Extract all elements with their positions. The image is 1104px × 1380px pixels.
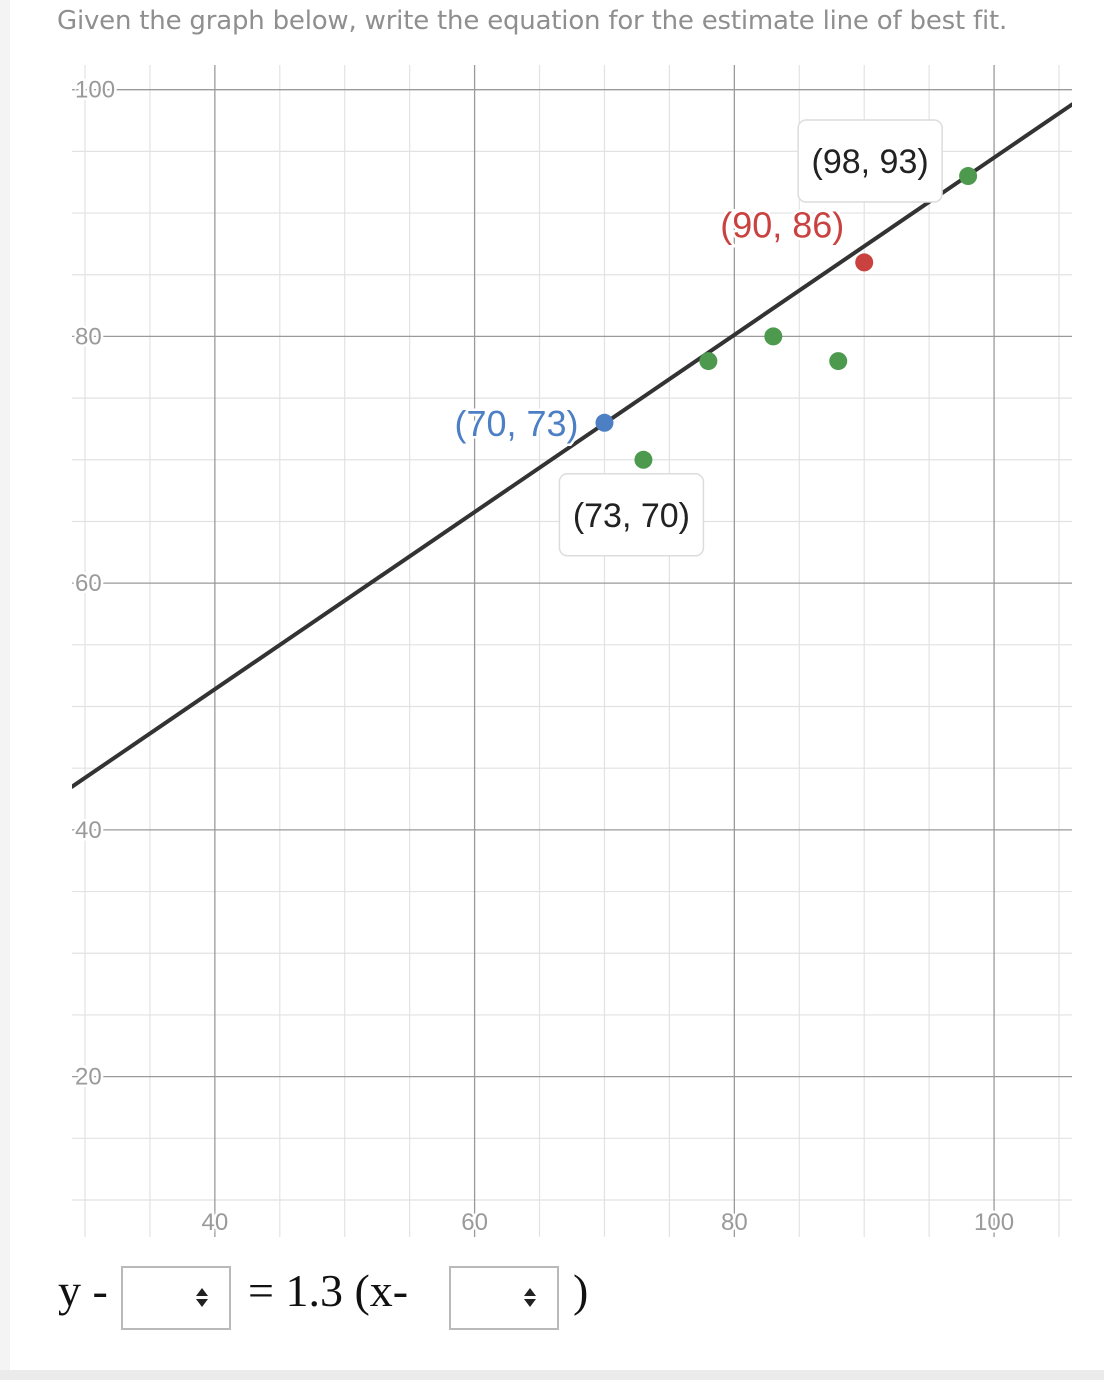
equation-row: y - = 1.3 (x- ) bbox=[58, 1262, 658, 1334]
x-tick-label: 40 bbox=[202, 1209, 229, 1236]
data-point bbox=[634, 450, 653, 469]
data-point bbox=[764, 327, 783, 346]
y-tick-label: 100 bbox=[75, 77, 115, 104]
point-label: (90, 86) bbox=[720, 204, 844, 245]
page-bottom-edge bbox=[0, 1370, 1104, 1380]
y-tick-label: 80 bbox=[75, 323, 102, 350]
x-tick-label: 60 bbox=[461, 1209, 488, 1236]
x-tick-label: 80 bbox=[721, 1209, 748, 1236]
data-point bbox=[699, 352, 718, 371]
data-point bbox=[829, 352, 848, 371]
axis-tick-labels: 40 60 80 100 20 40 60 80 100 bbox=[73, 74, 1017, 1237]
scatter-graph: 40 60 80 100 20 40 60 80 100 (70, 73) (73, 70) (90… bbox=[72, 65, 1072, 1237]
y-tick-label: 40 bbox=[75, 817, 102, 844]
point-label-box bbox=[558, 473, 705, 557]
data-point bbox=[855, 253, 874, 272]
point-label: (70, 73) bbox=[454, 403, 578, 444]
data-point bbox=[595, 413, 614, 432]
point-label-box bbox=[797, 119, 943, 203]
question-text: Given the graph below, write the equatio… bbox=[57, 6, 1008, 36]
equation-middle: = 1.3 (x- bbox=[248, 1265, 409, 1316]
point-label: (98, 93) bbox=[812, 143, 929, 181]
equation-suffix: ) bbox=[573, 1265, 589, 1316]
y-tick-label: 60 bbox=[75, 570, 102, 597]
x-tick-label: 100 bbox=[974, 1209, 1014, 1236]
data-points bbox=[595, 167, 978, 469]
y-tick-label: 20 bbox=[75, 1064, 102, 1091]
point-labels: (70, 73) (73, 70) (90, 86) (98, 93) bbox=[452, 119, 943, 557]
select-arrows-icon bbox=[195, 1286, 208, 1312]
x-point-select[interactable] bbox=[449, 1266, 559, 1330]
select-arrows-icon bbox=[523, 1286, 536, 1312]
data-point bbox=[959, 167, 978, 186]
best-fit-line bbox=[72, 102, 1072, 789]
y-intercept-point-select[interactable] bbox=[121, 1266, 231, 1330]
point-label: (73, 70) bbox=[573, 497, 690, 535]
question-panel: Given the graph below, write the equatio… bbox=[10, 0, 1104, 1370]
major-grid bbox=[72, 65, 1072, 1237]
equation-prefix: y - bbox=[58, 1265, 108, 1316]
best-fit-line-path bbox=[72, 102, 1072, 789]
minor-grid bbox=[72, 65, 1072, 1237]
